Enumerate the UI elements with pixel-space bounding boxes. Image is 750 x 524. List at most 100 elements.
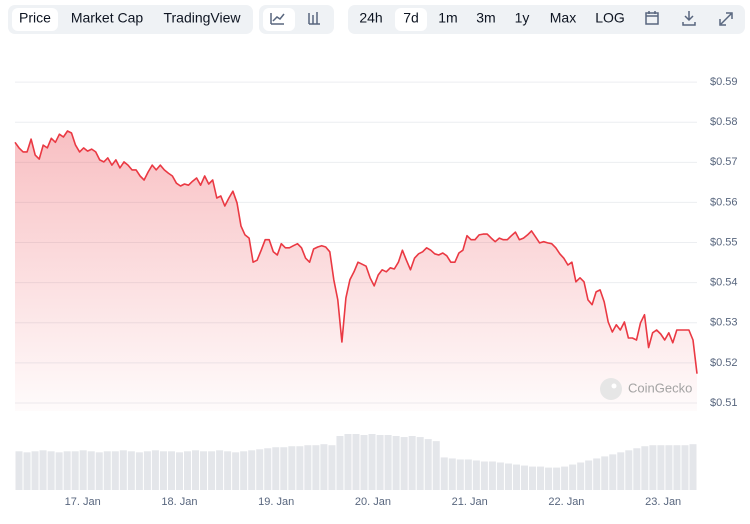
- y-tick-label: $0.58: [710, 116, 738, 128]
- volume-bar: [232, 452, 240, 490]
- volume-bar: [593, 458, 601, 490]
- volume-bar: [392, 436, 400, 490]
- volume-bar: [649, 445, 657, 490]
- volume-bar: [79, 450, 87, 490]
- volume-bar: [111, 451, 119, 490]
- volume-bar: [264, 448, 272, 490]
- volume-bar: [448, 458, 456, 490]
- x-tick-label: 23. Jan: [645, 496, 681, 508]
- fullscreen-icon[interactable]: [719, 12, 733, 26]
- range-selected: [395, 8, 427, 31]
- range-button[interactable]: Max: [550, 10, 576, 26]
- tab[interactable]: TradingView: [163, 10, 241, 26]
- range-button[interactable]: 1y: [515, 10, 530, 26]
- range-button[interactable]: 24h: [359, 10, 382, 26]
- range-button[interactable]: 3m: [476, 10, 495, 26]
- volume-bar: [151, 450, 159, 490]
- volume-bar: [31, 451, 39, 490]
- volume-bar: [224, 451, 232, 490]
- volume-bar: [328, 445, 336, 490]
- watermark-logo-eye: [611, 383, 617, 389]
- volume-bar: [159, 451, 167, 490]
- watermark-logo: [600, 378, 622, 400]
- volume-bar: [296, 446, 304, 490]
- volume-bar: [665, 445, 673, 490]
- volume-bar: [192, 450, 200, 490]
- volume-bar: [617, 452, 625, 490]
- volume-bar: [376, 435, 384, 490]
- volume-bar: [320, 444, 328, 490]
- volume-bar: [553, 467, 561, 490]
- price-line: [14, 130, 698, 374]
- volume-bar: [23, 452, 31, 490]
- tab[interactable]: Market Cap: [71, 10, 144, 26]
- volume-bar: [280, 447, 288, 490]
- y-tick-label: $0.51: [710, 397, 738, 409]
- volume-bar: [408, 436, 416, 490]
- candle-icon[interactable]: [308, 12, 320, 25]
- volume-bar: [47, 451, 55, 490]
- area-fill: [15, 131, 697, 411]
- y-tick-label: $0.56: [710, 196, 738, 208]
- volume-bar: [529, 466, 537, 490]
- volume-bar: [312, 445, 320, 490]
- volume-bar: [633, 448, 641, 490]
- volume-bar: [288, 446, 296, 490]
- calendar-icon[interactable]: [645, 11, 659, 25]
- volume-bar: [127, 451, 135, 490]
- volume-bar: [689, 444, 697, 490]
- volume-bar: [87, 451, 95, 490]
- range-button[interactable]: LOG: [595, 10, 625, 26]
- volume-bar: [216, 450, 224, 490]
- tab-group: [8, 5, 253, 34]
- y-tick-label: $0.54: [710, 277, 738, 289]
- volume-bar: [673, 445, 681, 490]
- range-button[interactable]: 7d: [403, 10, 419, 26]
- volume-bar: [609, 454, 617, 490]
- volume-bar: [496, 462, 504, 490]
- volume-bar: [95, 452, 103, 490]
- volume-bar: [641, 446, 649, 490]
- volume-bar: [15, 451, 23, 490]
- volume-bar: [344, 434, 352, 490]
- volume-bar: [488, 461, 496, 490]
- volume-bar: [119, 450, 127, 490]
- volume-bar: [561, 466, 569, 490]
- volume-bar: [520, 465, 529, 490]
- y-tick-label: $0.57: [710, 156, 738, 168]
- volume-bar: [71, 451, 79, 490]
- tab[interactable]: Price: [19, 10, 51, 26]
- volume-bar: [200, 451, 208, 490]
- y-tick-label: $0.52: [710, 357, 738, 369]
- y-tick-label: $0.59: [710, 76, 738, 88]
- volume-bar: [400, 437, 408, 490]
- volume-bar: [336, 436, 344, 490]
- volume-bar: [440, 457, 448, 490]
- volume-bar: [504, 463, 512, 490]
- volume-bar: [55, 452, 63, 490]
- volume-bar: [601, 456, 609, 490]
- chart-type-selected: [263, 8, 295, 31]
- x-tick-label: 17. Jan: [65, 496, 101, 508]
- volume-bar: [537, 466, 545, 490]
- line-icon[interactable]: [270, 13, 285, 25]
- volume-bar: [360, 435, 368, 490]
- volume-bar: [464, 459, 472, 490]
- volume-bar: [512, 464, 520, 490]
- x-tick-label: 19. Jan: [258, 496, 294, 508]
- range-button[interactable]: 1m: [438, 10, 457, 26]
- download-icon[interactable]: [682, 11, 696, 26]
- x-tick-label: 18. Jan: [161, 496, 197, 508]
- volume-bar: [256, 449, 264, 490]
- volume-bar: [432, 441, 440, 490]
- x-tick-label: 22. Jan: [548, 496, 584, 508]
- x-tick-label: 20. Jan: [355, 496, 391, 508]
- volume-bar: [240, 451, 248, 490]
- volume-bar: [39, 450, 47, 490]
- volume-bar: [424, 439, 432, 490]
- watermark: CoinGecko: [628, 380, 692, 395]
- volume-bar: [681, 445, 689, 490]
- volume-bar: [545, 467, 553, 490]
- volume-bar: [183, 451, 192, 490]
